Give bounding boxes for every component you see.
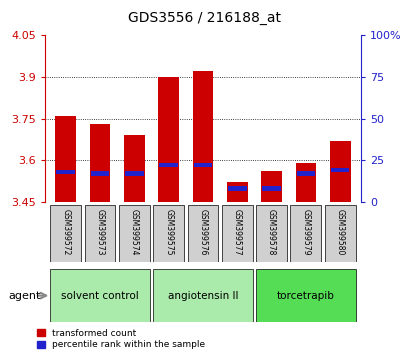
Bar — [119, 205, 149, 262]
Text: solvent control: solvent control — [61, 291, 139, 301]
Text: GSM399574: GSM399574 — [130, 209, 139, 256]
Text: agent: agent — [8, 291, 40, 301]
Bar — [227, 186, 246, 191]
Bar — [55, 116, 76, 202]
Bar — [295, 163, 315, 202]
Text: GDS3556 / 216188_at: GDS3556 / 216188_at — [128, 11, 281, 25]
Bar — [56, 170, 75, 174]
Bar — [261, 171, 281, 202]
Bar — [192, 72, 213, 202]
Bar — [90, 124, 110, 202]
Bar — [90, 171, 109, 176]
Text: GSM399579: GSM399579 — [301, 209, 310, 256]
Bar — [193, 163, 212, 167]
Bar — [290, 205, 321, 262]
Bar — [330, 168, 348, 172]
Bar — [296, 171, 315, 176]
Text: GSM399577: GSM399577 — [232, 209, 241, 256]
Text: GSM399576: GSM399576 — [198, 209, 207, 256]
Bar — [153, 269, 252, 322]
Bar — [158, 77, 178, 202]
Bar — [124, 135, 144, 202]
Text: torcetrapib: torcetrapib — [276, 291, 334, 301]
Bar — [227, 182, 247, 202]
Bar — [187, 205, 218, 262]
Text: GSM399573: GSM399573 — [95, 209, 104, 256]
Legend: transformed count, percentile rank within the sample: transformed count, percentile rank withi… — [37, 329, 204, 349]
Bar — [256, 205, 286, 262]
Bar — [262, 186, 280, 191]
Bar — [256, 269, 355, 322]
Text: GSM399575: GSM399575 — [164, 209, 173, 256]
Bar — [324, 205, 355, 262]
Bar — [159, 163, 178, 167]
Text: GSM399578: GSM399578 — [266, 209, 275, 256]
Bar — [50, 269, 149, 322]
Bar — [153, 205, 184, 262]
Text: GSM399580: GSM399580 — [335, 209, 344, 256]
Bar — [125, 171, 143, 176]
Bar — [84, 205, 115, 262]
Text: angiotensin II: angiotensin II — [167, 291, 238, 301]
Text: GSM399572: GSM399572 — [61, 209, 70, 256]
Bar — [329, 141, 350, 202]
Bar — [221, 205, 252, 262]
Bar — [50, 205, 81, 262]
